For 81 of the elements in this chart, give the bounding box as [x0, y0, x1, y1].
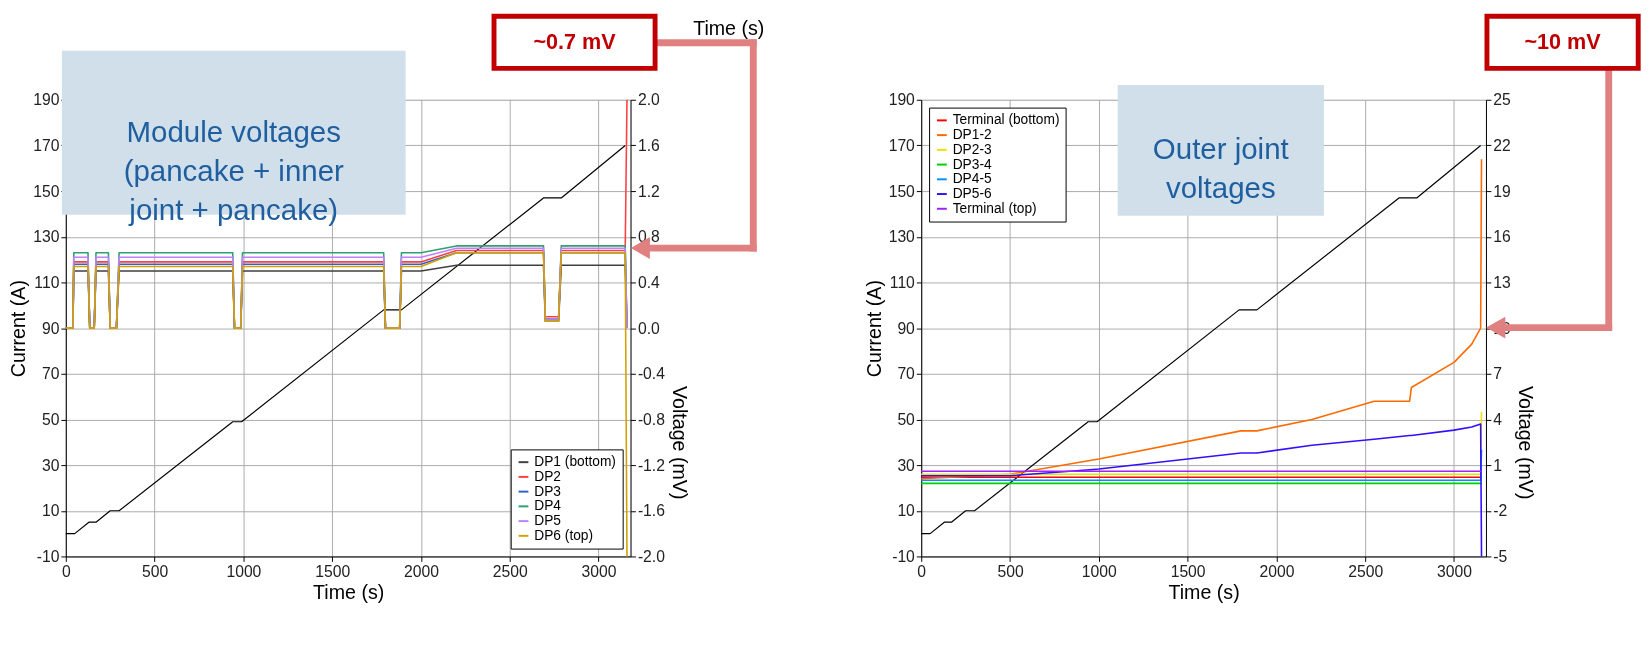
y2-tick-label: 4	[1493, 410, 1503, 428]
legend-label: DP5-6	[952, 185, 992, 201]
y2-tick-label: -1.2	[637, 456, 665, 474]
x-tick-label: 3000	[581, 562, 617, 580]
x-tick-label: 500	[997, 562, 1024, 580]
x-tick-label: 1000	[226, 562, 262, 580]
y2-tick-label: 2.0	[637, 91, 660, 109]
y-tick-label: -10	[36, 547, 60, 565]
text: ~10 mV	[1524, 29, 1602, 55]
y2-tick-label: 22	[1493, 136, 1511, 154]
legend-label: DP1-2	[952, 127, 992, 143]
y2-tick-label: -2	[1493, 502, 1508, 520]
y-tick-label: 190	[888, 91, 916, 109]
y-tick-label: 30	[897, 456, 916, 474]
y2-tick-label: -0.8	[637, 410, 666, 428]
y-tick-label: 90	[41, 319, 60, 337]
y-axis-title: Current (A)	[7, 280, 30, 378]
legend-label: DP6 (top)	[534, 527, 594, 543]
x-tick-label: 500	[141, 562, 169, 580]
x-axis-title: Time (s)	[1168, 581, 1240, 604]
x-tick-label: 1500	[315, 562, 351, 580]
y-tick-label: 50	[41, 410, 60, 428]
legend-label: DP5	[534, 513, 562, 529]
x-tick-label: 0	[917, 562, 927, 580]
x-tick-label: 2500	[492, 562, 528, 580]
legend-label: DP2	[534, 468, 561, 484]
y2-axis-title: Voltage (mV)	[668, 386, 691, 500]
y-tick-label: 10	[41, 502, 60, 520]
y-tick-label: 150	[33, 182, 60, 200]
x-tick-label: 2500	[1348, 562, 1384, 580]
y2-tick-label: 0.8	[637, 228, 660, 246]
y-tick-label: -10	[892, 547, 916, 565]
y2-tick-label: 16	[1493, 228, 1512, 246]
y-tick-label: 10	[897, 502, 916, 520]
y-tick-label: 150	[888, 182, 916, 200]
legend-label: DP3	[534, 483, 562, 499]
y-tick-label: 130	[888, 228, 916, 246]
y2-tick-label: 1	[1493, 456, 1503, 474]
legend-label: Terminal (top)	[952, 200, 1037, 216]
y2-tick-label: 19	[1493, 182, 1511, 200]
legend-label: Terminal (bottom)	[952, 112, 1060, 128]
x-tick-label: 1000	[1081, 562, 1118, 580]
y-tick-label: 90	[897, 319, 916, 337]
legend-label: DP2-3	[952, 141, 992, 157]
y-tick-label: 170	[33, 136, 60, 154]
y2-tick-label: 0.4	[637, 273, 660, 291]
x-tick-label: 3000	[1437, 562, 1473, 580]
y-tick-label: 130	[33, 228, 60, 246]
y2-tick-label: 7	[1493, 365, 1503, 383]
x-tick-label: 2000	[404, 562, 440, 580]
y2-tick-label: 0.0	[637, 319, 660, 337]
y2-tick-label: 25	[1493, 91, 1512, 109]
x-tick-label: 1500	[1170, 562, 1206, 580]
y-tick-label: 30	[41, 456, 60, 474]
x-tick-label: 2000	[1259, 562, 1295, 580]
legend-label: DP1 (bottom)	[534, 454, 616, 470]
y-tick-label: 190	[33, 91, 60, 109]
annotation: Outer joint voltages	[1152, 132, 1289, 205]
y-axis-title: Current (A)	[862, 280, 885, 378]
y2-tick-label: -1.6	[637, 502, 666, 520]
y-tick-label: 170	[888, 136, 916, 154]
annotation: Module voltages (pancake + inner joint + pancake)	[123, 114, 345, 227]
text: Time (s)	[693, 16, 765, 39]
y2-tick-label: -0.4	[637, 365, 666, 383]
y-tick-label: 70	[41, 365, 60, 383]
y-tick-label: 70	[897, 365, 916, 383]
x-axis-title: Time (s)	[313, 581, 385, 604]
y-tick-label: 110	[889, 273, 916, 291]
y-tick-label: 50	[897, 410, 916, 428]
y2-tick-label: -2.0	[637, 547, 666, 565]
y2-tick-label: -5	[1493, 547, 1508, 565]
legend-label: DP4	[534, 498, 562, 514]
legend-label: DP4-5	[952, 171, 992, 187]
x-tick-label: 0	[61, 562, 71, 580]
y2-axis-title: Voltage (mV)	[1514, 386, 1537, 500]
legend-label: DP3-4	[952, 156, 992, 172]
y2-tick-label: 1.6	[637, 136, 660, 154]
text: ~0.7 mV	[533, 29, 617, 55]
y-tick-label: 110	[34, 273, 60, 291]
y2-tick-label: 1.2	[637, 182, 660, 200]
y2-tick-label: 13	[1493, 273, 1512, 291]
